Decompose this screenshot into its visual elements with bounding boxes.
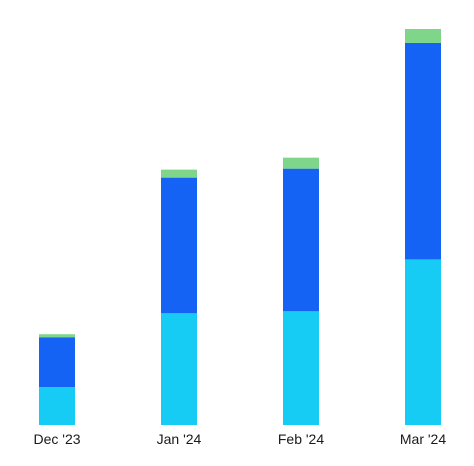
bar-stack <box>405 28 441 425</box>
bar-segment-series-3 <box>161 169 197 178</box>
x-axis-tick-labels: Dec '23 Jan '24 Feb '24 Mar '24 <box>33 431 446 447</box>
bar-segment-series-1 <box>283 311 319 425</box>
bar-stack <box>283 157 319 425</box>
bar-segment-series-3 <box>405 28 441 43</box>
bar-segment-series-2 <box>283 168 319 312</box>
bars-layer <box>39 28 441 425</box>
bar-segment-series-3 <box>283 157 319 169</box>
bar-segment-series-2 <box>405 42 441 260</box>
x-tick-label: Mar '24 <box>400 431 446 447</box>
x-tick-label: Dec '23 <box>33 431 80 447</box>
bar-stack <box>161 169 197 425</box>
bar-segment-series-1 <box>161 313 197 425</box>
bar-segment-series-2 <box>161 177 197 314</box>
bar-segment-series-1 <box>405 259 441 425</box>
x-tick-label: Feb '24 <box>278 431 324 447</box>
x-tick-label: Jan '24 <box>157 431 202 447</box>
bar-segment-series-3 <box>39 334 75 338</box>
bar-segment-series-2 <box>39 337 75 388</box>
bar-segment-series-1 <box>39 387 75 425</box>
bar-stack <box>39 334 75 425</box>
